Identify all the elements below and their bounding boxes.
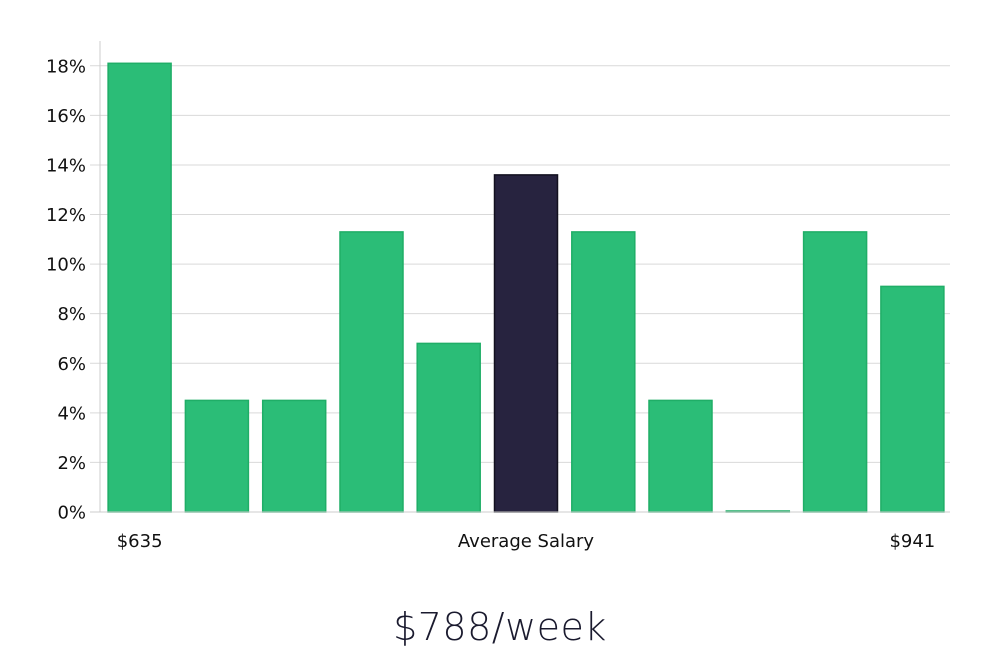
bar xyxy=(880,285,945,513)
y-tick-label: 6% xyxy=(57,354,86,375)
y-tick-label: 8% xyxy=(57,304,86,325)
y-tick-label: 2% xyxy=(57,453,86,474)
y-tick-label: 4% xyxy=(57,403,86,424)
bar xyxy=(648,399,713,513)
y-tick-label: 12% xyxy=(46,205,86,226)
y-axis-tick-labels: 0% 2% 4% 6% 8% 10% 12% 14% 16% 18% xyxy=(46,56,86,523)
y-tick-label: 14% xyxy=(46,155,86,176)
bar xyxy=(571,231,636,513)
y-tick-label: 16% xyxy=(46,106,86,127)
bar xyxy=(107,62,172,513)
y-tick-label: 10% xyxy=(46,255,86,276)
bar-highlighted xyxy=(493,174,559,513)
bar xyxy=(339,231,404,513)
bars xyxy=(107,62,945,513)
bar xyxy=(416,342,481,513)
y-tick-label: 0% xyxy=(57,503,86,524)
y-tick-label: 18% xyxy=(46,56,86,77)
average-salary-value: $788/week xyxy=(393,605,607,649)
bar xyxy=(802,231,868,513)
x-axis-end-label: $941 xyxy=(889,531,935,552)
bar xyxy=(184,399,250,513)
salary-histogram-chart: 0% 2% 4% 6% 8% 10% 12% 14% 16% 18% $635 Average S… xyxy=(46,41,950,552)
bar xyxy=(261,399,327,513)
x-axis-title: Average Salary xyxy=(458,531,595,552)
x-axis-start-label: $635 xyxy=(117,531,163,552)
